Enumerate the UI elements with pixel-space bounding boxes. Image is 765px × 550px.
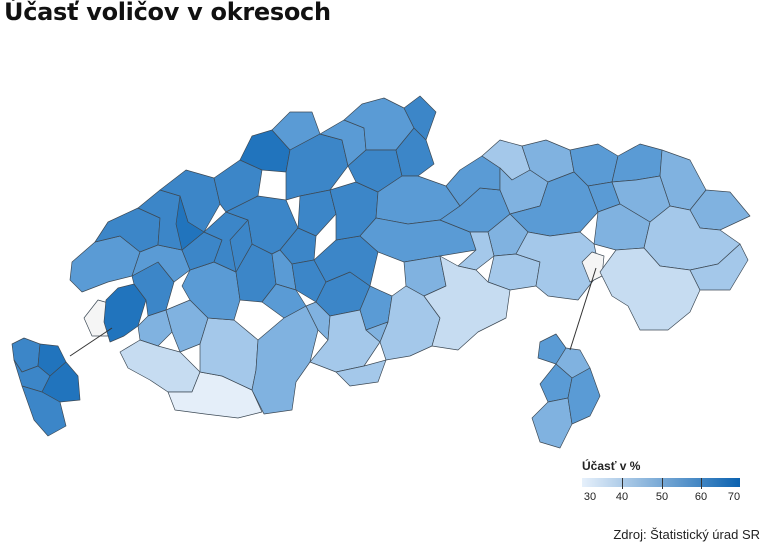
district-trebisov[interactable] [599,247,701,331]
eastern-region [423,139,751,351]
district-banska-stiavnica[interactable] [261,283,307,319]
district-bytca[interactable] [271,111,321,151]
legend-label: 60 [694,491,708,503]
inset-kosice-iv[interactable] [531,397,573,449]
map-title: Účasť voličov v okresoch [4,0,331,26]
legend-color-bar [582,478,740,489]
district-roznava[interactable] [423,255,511,351]
bratislava-inset-leader-line [69,327,113,357]
district-medzilaborce[interactable] [611,143,663,183]
legend-tick [701,478,702,489]
district-kosice-city [581,251,605,283]
district-myjava[interactable] [69,235,141,293]
district-lucenec[interactable] [335,359,387,387]
district-komarno[interactable] [167,371,263,419]
legend-label: 50 [655,491,669,503]
district-poltar[interactable] [365,321,389,343]
legend-label: 40 [615,491,629,503]
legend-label: 70 [727,491,741,503]
district-senec[interactable] [137,309,173,347]
district-levice[interactable] [251,305,319,415]
legend-labels: 30 40 50 60 70 [582,491,744,507]
district-velke-kapusany[interactable] [689,243,749,291]
district-partizanske[interactable] [229,219,253,273]
district-piestany[interactable] [175,195,205,251]
legend-label: 30 [583,491,597,503]
western-region [69,111,321,419]
bratislava-inset [11,337,81,437]
legend-tick [622,478,623,489]
central-region [261,95,477,387]
legend-title: Účasť v % [582,459,641,473]
district-namestovo[interactable] [403,95,437,141]
district-martin[interactable] [297,189,337,237]
kosice-inset-leader-line [569,267,597,351]
legend-tick [662,478,663,489]
inset-kosice-v[interactable] [567,367,601,425]
inset-bratislava-v[interactable] [21,385,67,437]
source-note: Zdroj: Štatistický úrad SR [613,527,760,542]
legend: Účasť v % 30 40 50 60 70 [582,459,744,507]
kosice-inset [531,333,601,449]
